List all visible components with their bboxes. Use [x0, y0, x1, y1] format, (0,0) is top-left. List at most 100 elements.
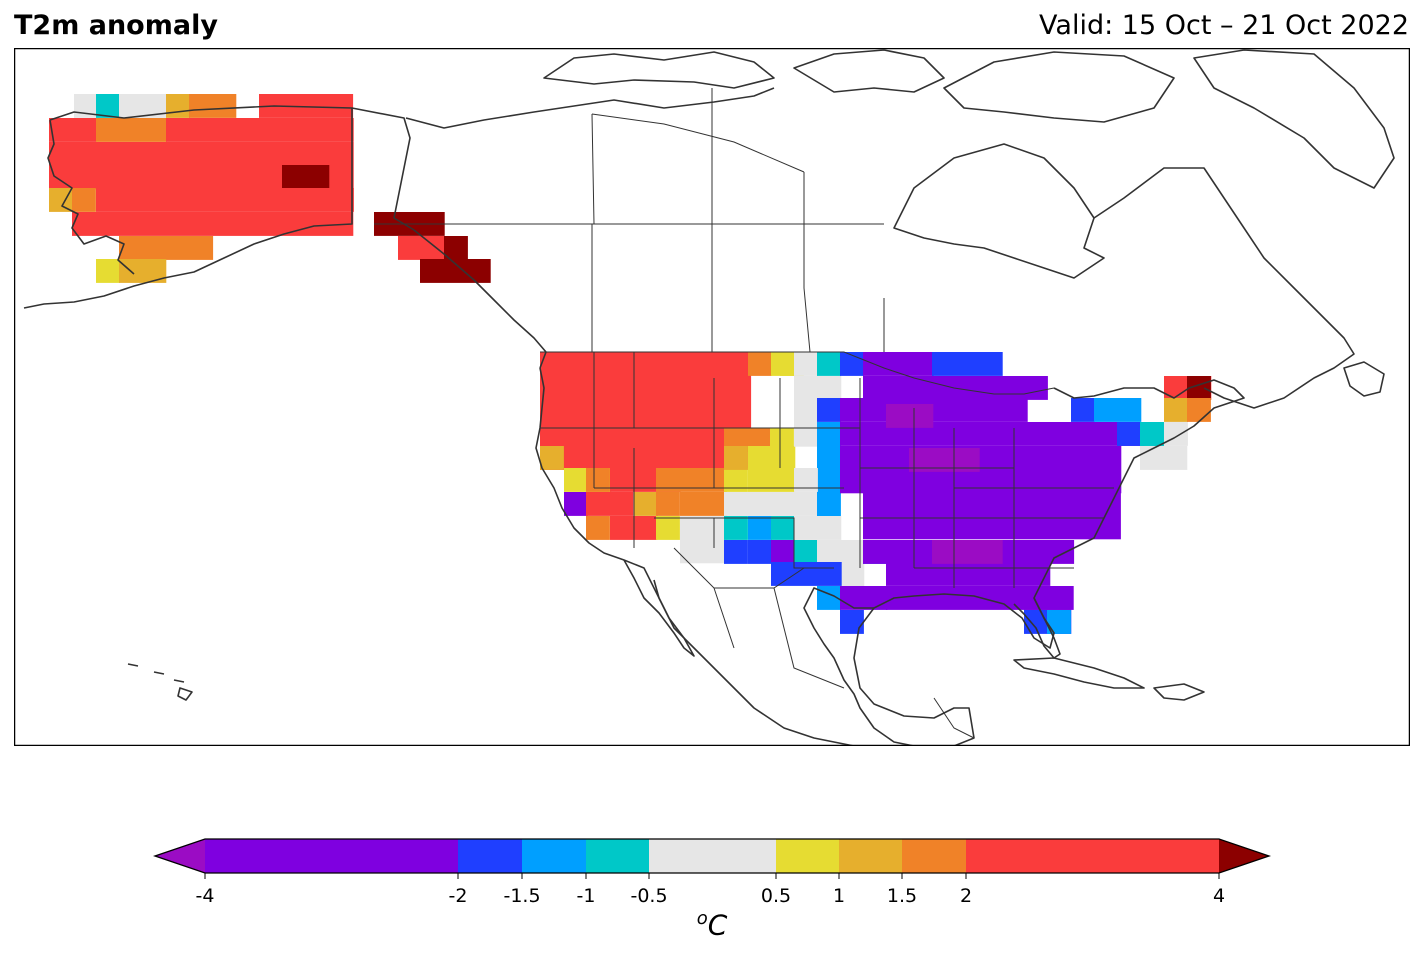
anomaly-cell	[748, 516, 772, 540]
anomaly-cell	[49, 188, 73, 212]
anomaly-cell	[1164, 398, 1188, 422]
anomaly-cell	[398, 236, 446, 260]
anomaly-cell	[119, 259, 167, 283]
anomaly-cell	[794, 352, 818, 376]
anomaly-cell	[166, 118, 354, 142]
anomaly-cell	[863, 352, 934, 376]
anomaly-cell	[96, 118, 167, 142]
anomaly-cell	[724, 468, 748, 492]
anomaly-cell	[724, 540, 748, 564]
anomaly-cell	[817, 352, 841, 376]
colorbar-extend-max	[1219, 839, 1269, 873]
anomaly-cell	[932, 540, 1003, 564]
map-title: T2m anomaly	[14, 10, 218, 41]
map-svg	[14, 48, 1410, 746]
anomaly-cell	[540, 352, 752, 447]
anomaly-cell	[119, 94, 167, 118]
anomaly-cell	[724, 492, 795, 516]
anomaly-cell	[932, 352, 1003, 376]
anomaly-cell	[748, 468, 796, 492]
colorbar-tick-0: -4	[195, 885, 215, 907]
anomaly-cell	[840, 446, 1122, 494]
anomaly-cell	[1164, 422, 1188, 446]
anomaly-cell	[840, 586, 888, 610]
anomaly-cell	[282, 165, 330, 189]
colorbar-bin-lt_-2	[205, 839, 458, 873]
colorbar-tick-1: -2	[448, 885, 468, 907]
anomaly-cell	[656, 516, 680, 540]
anomaly-cell	[1140, 422, 1164, 446]
map-panel	[14, 48, 1410, 746]
anomaly-cell	[794, 540, 818, 564]
anomaly-cell	[656, 492, 680, 516]
anomaly-cell	[840, 610, 864, 634]
colorbar-unit: oC	[696, 908, 728, 942]
anomaly-cell	[1094, 398, 1142, 422]
anomaly-cell	[680, 516, 728, 564]
colorbar-tick-8: 2	[959, 885, 973, 907]
anomaly-cell	[586, 492, 634, 516]
colorbar-bin--0.5_0.5	[649, 839, 776, 873]
anomaly-grid	[49, 94, 1212, 634]
anomaly-cell	[540, 446, 564, 470]
colorbar-tick-7: 1.5	[886, 885, 918, 907]
colorbar-tick-6: 1	[832, 885, 846, 907]
colorbar-bin--1.5_-1	[522, 839, 586, 873]
colorbar-tick-2: -1.5	[503, 885, 541, 907]
anomaly-cell	[72, 188, 96, 212]
anomaly-cell	[794, 468, 818, 492]
anomaly-cell	[771, 516, 795, 540]
colorbar-extend-min	[155, 839, 205, 873]
anomaly-cell	[564, 492, 588, 516]
anomaly-cell	[863, 492, 1121, 540]
anomaly-cell	[166, 94, 190, 118]
anomaly-cell	[863, 376, 1028, 400]
anomaly-cell	[634, 492, 658, 516]
borders	[374, 88, 1114, 739]
anomaly-cell	[96, 94, 120, 118]
anomaly-cell	[724, 516, 748, 540]
anomaly-cell	[748, 446, 796, 470]
colorbar-tick-3: -1	[576, 885, 596, 907]
anomaly-cell	[1024, 586, 1072, 610]
anomaly-cell	[840, 398, 1028, 422]
colorbar-tick-4: -0.5	[630, 885, 668, 907]
anomaly-cell	[886, 562, 1051, 586]
anomaly-cell	[656, 468, 727, 492]
anomaly-cell	[1047, 610, 1071, 634]
map-border	[14, 48, 1410, 746]
colorbar-tick-5: 0.5	[760, 885, 792, 907]
anomaly-cell	[96, 188, 354, 212]
anomaly-cell	[259, 94, 354, 118]
coastlines	[23, 49, 1395, 746]
colorbar-bin-0.5_1	[776, 839, 839, 873]
anomaly-cell	[680, 492, 728, 516]
anomaly-cell	[724, 428, 772, 452]
anomaly-cell	[1024, 376, 1048, 400]
colorbar-bin--2_-1.5	[458, 839, 522, 873]
anomaly-cell	[420, 259, 491, 283]
anomaly-cell	[1187, 376, 1211, 400]
anomaly-cell	[748, 352, 772, 376]
colorbar-bin-1_1.5	[839, 839, 902, 873]
anomaly-cell	[724, 446, 748, 470]
anomaly-cell	[794, 516, 842, 540]
anomaly-cell	[909, 448, 980, 472]
colorbar-outline	[152, 838, 1272, 874]
anomaly-cell	[794, 492, 818, 516]
anomaly-cell	[840, 422, 1145, 446]
anomaly-cell	[49, 118, 97, 142]
anomaly-cell	[817, 422, 841, 493]
colorbar-bin-2_4	[966, 839, 1219, 873]
anomaly-cell	[1117, 422, 1141, 446]
anomaly-cell	[1071, 398, 1095, 422]
anomaly-cell	[444, 236, 468, 260]
anomaly-cell	[119, 236, 214, 260]
anomaly-cell	[586, 468, 610, 492]
colorbar-bin--1_-0.5	[586, 839, 649, 873]
anomaly-cell	[1140, 446, 1188, 470]
colorbar-bin-1.5_2	[902, 839, 966, 873]
anomaly-cell	[72, 212, 354, 236]
anomaly-cell	[771, 562, 842, 586]
colorbar-segments	[152, 838, 1272, 879]
